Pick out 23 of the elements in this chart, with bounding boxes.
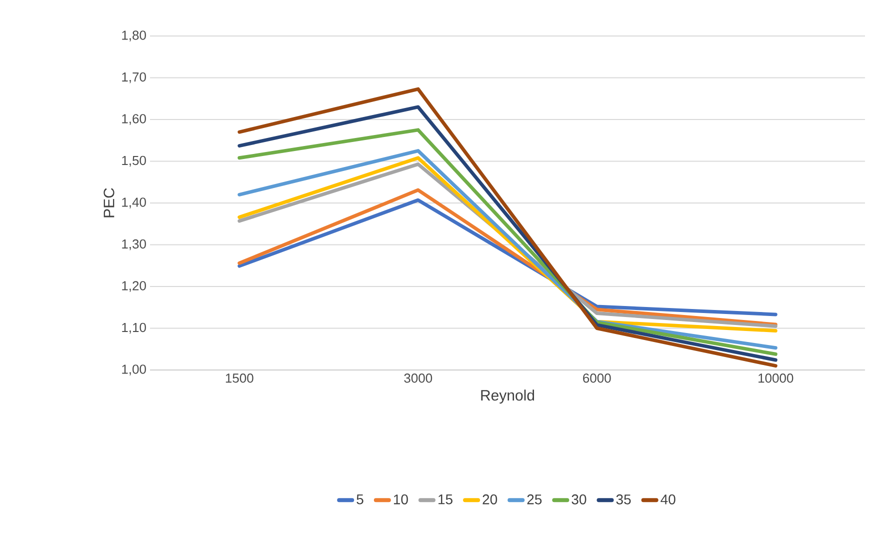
y-tick-label: 1,30 <box>122 239 146 250</box>
y-tick-label: 1,40 <box>122 198 146 208</box>
legend-label: 20 <box>482 494 498 504</box>
x-axis-title: Reynold <box>481 390 534 404</box>
legend-label: 35 <box>616 494 631 504</box>
legend-label: 40 <box>660 494 676 504</box>
x-tick-label: 1500 <box>226 374 254 383</box>
y-tick-label: 1,80 <box>122 30 146 42</box>
legend-label: 5 <box>356 494 364 504</box>
x-tick-label: 6000 <box>583 374 611 383</box>
y-tick-label: 1,20 <box>122 281 146 292</box>
x-tick-label: 10000 <box>758 374 794 383</box>
legend-label: 15 <box>438 494 452 504</box>
y-axis-title: PEC <box>104 188 114 218</box>
y-tick-label: 1,50 <box>122 156 146 167</box>
x-tick-label: 3000 <box>404 374 432 383</box>
legend-label: 30 <box>572 494 586 504</box>
y-tick-label: 1,10 <box>122 322 146 334</box>
y-tick-label: 1,00 <box>122 364 146 376</box>
y-tick-label: 1,60 <box>122 114 146 125</box>
legend-label: 25 <box>527 494 542 504</box>
legend-label: 10 <box>394 494 408 504</box>
y-tick-label: 1,70 <box>122 72 146 84</box>
